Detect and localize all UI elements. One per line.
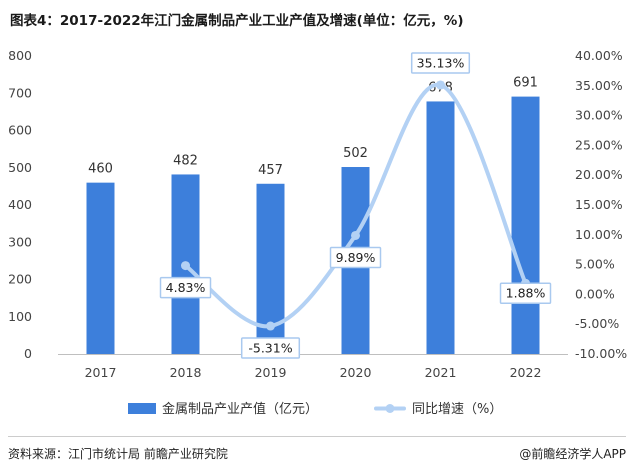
y-right-tick-label: 40.00% [575,48,623,63]
combo-chart: 0 100 200 300 400 500 600 700 800 -10.00% -5.00% 0.… [8,48,627,417]
bar-value-label: 502 [343,146,368,161]
y-right-tick-label: -5.00% [575,316,619,331]
bar-value-label: 482 [173,153,198,168]
x-tick-label: 2017 [85,365,117,380]
source-note: 资料来源：江门市统计局 前瞻产业研究院 [8,447,228,461]
y-left-tick-label: 200 [8,272,32,287]
footer-divider [8,436,626,437]
y-right-tick-label: -10.00% [575,346,627,361]
growth-value-label: 4.83% [166,280,206,295]
x-tick-label: 2021 [425,365,457,380]
growth-label-box [329,246,382,269]
y-left-tick-label: 0 [24,346,32,361]
growth-label-box [240,337,301,359]
x-tick-label: 2022 [510,365,542,380]
x-tick-label: 2020 [340,365,372,380]
y-right-tick-label: 20.00% [575,167,623,182]
y-right-tick-label: 0.00% [575,286,615,301]
y-right-tick-label: 5.00% [575,257,615,272]
growth-point [181,261,190,271]
growth-point [351,230,360,240]
bar [511,96,540,354]
growth-label-box [159,276,212,299]
y-left-tick-label: 300 [8,234,32,249]
growth-line [183,83,528,329]
y-right-tick-label: 25.00% [575,137,623,152]
y-right-tick-label: 30.00% [575,108,623,123]
y-right-tick-label: 15.00% [575,197,623,212]
bar [86,182,115,354]
y-left-tick-label: 600 [8,123,32,138]
y-left-tick-label: 400 [8,197,32,212]
x-tick-label: 2019 [255,365,287,380]
y-left-tick-label: 100 [8,309,32,324]
bar-value-label: 691 [513,76,538,91]
growth-point [436,80,445,90]
bar-value-label: 457 [258,163,283,178]
y-left-tick-label: 800 [8,48,32,63]
growth-value-label: 9.89% [336,250,376,265]
chart-title: 图表4：2017-2022年江门金属制品产业工业产值及增速(单位：亿元，%) [10,13,464,29]
brand-credit: @前瞻经济学人APP [519,447,626,461]
y-right-tick-label: 10.00% [575,227,623,242]
y-right-tick-label: 35.00% [575,78,623,93]
growth-value-label: 1.88% [506,286,546,301]
bar [426,101,455,354]
y-left-tick-label: 500 [8,160,32,175]
y-left-tick-label: 700 [8,85,32,100]
legend-line-label: 同比增速（%） [412,402,502,417]
bar-value-label: 460 [88,162,113,177]
legend-bar-swatch [128,403,156,414]
growth-label-box [499,282,552,304]
legend-bar-label: 金属制品产业产值（亿元） [162,401,318,417]
growth-value-label: -5.31% [248,341,292,356]
growth-value-label: 35.13% [417,56,465,71]
x-tick-label: 2018 [170,365,202,380]
growth-label-box [410,52,471,74]
legend-line-marker [385,404,395,413]
growth-point [266,321,275,331]
